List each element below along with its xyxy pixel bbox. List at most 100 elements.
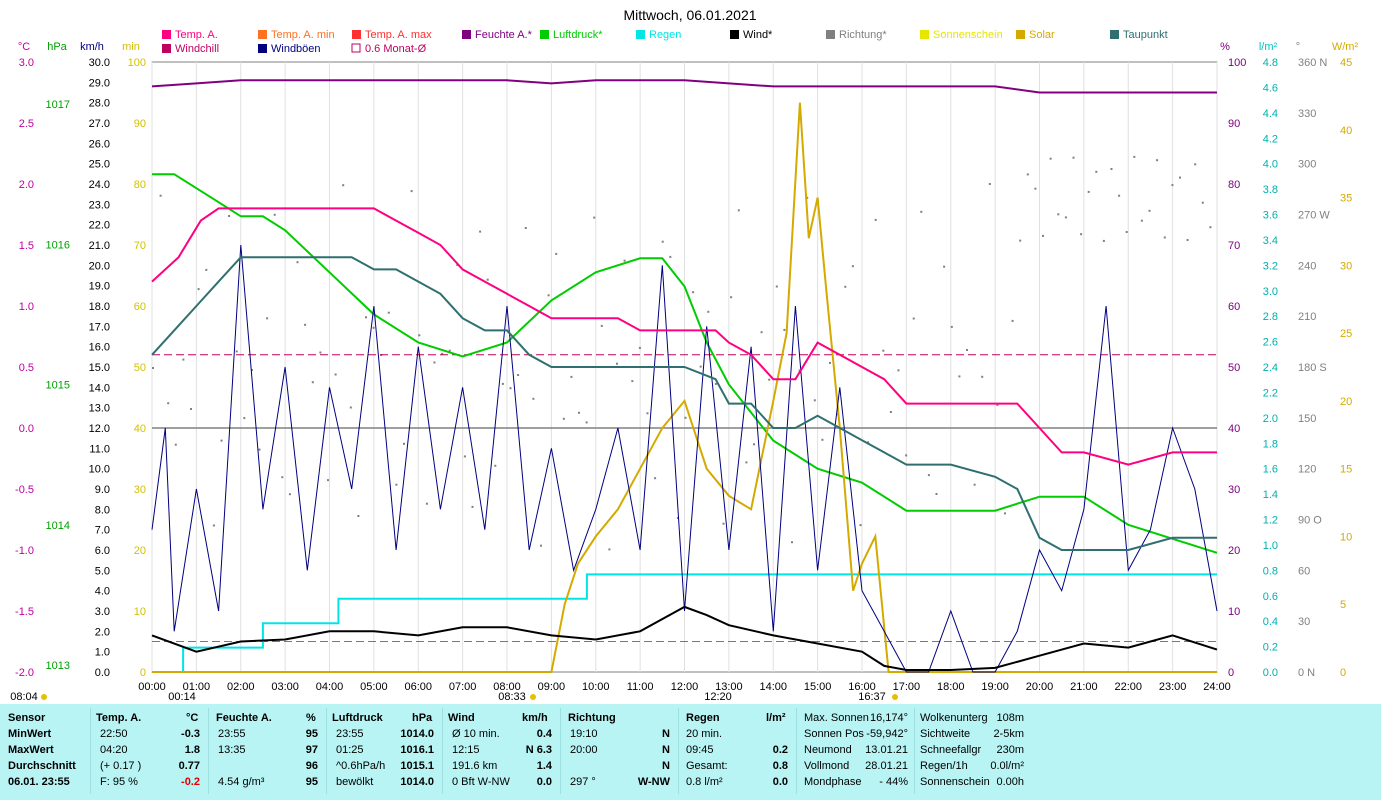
marker-time-2: 08:33 — [498, 691, 526, 703]
direction-dot — [448, 349, 451, 352]
dir-tick-label: 210 — [1298, 311, 1316, 323]
pressure-tick-label: 1013 — [46, 660, 70, 672]
direction-dot — [1163, 236, 1166, 239]
astro-key: Sonnen Pos — [804, 728, 864, 740]
stats-temp-v: -0.3 — [181, 728, 200, 740]
direction-dot — [387, 311, 390, 314]
direction-dot — [638, 346, 641, 349]
stats-press-v: 1015.1 — [400, 760, 434, 772]
direction-dot — [1011, 319, 1014, 322]
direction-dot — [220, 439, 223, 442]
direction-dot — [152, 367, 154, 369]
direction-dot — [1095, 170, 1098, 173]
direction-dot — [714, 382, 717, 385]
stats-header-press: Luftdruck — [332, 712, 383, 724]
sun-tick-label: 70 — [134, 240, 146, 252]
direction-dot — [608, 548, 611, 551]
wind-tick-label: 27.0 — [89, 118, 110, 130]
direction-dot — [897, 369, 900, 372]
legend-label: Windchill — [175, 43, 219, 55]
time-tick-label: 12:00 — [671, 681, 699, 693]
rain-tick-label: 1.0 — [1263, 540, 1278, 552]
direction-dot — [1080, 233, 1083, 236]
sun-tick-label: 10 — [134, 606, 146, 618]
stats-rain-t: Gesamt: — [686, 760, 728, 772]
direction-dot — [1087, 190, 1090, 193]
weather-value: 0.0l/m² — [990, 760, 1024, 772]
direction-dot — [441, 352, 444, 355]
stats-header-dir: Richtung — [568, 712, 616, 724]
rain-tick-label: 3.6 — [1263, 210, 1278, 222]
direction-dot — [228, 215, 231, 217]
axis-ticks: 00:00 01:00 02:00 03:00 04:00 05:00 06:00 07:00… — [15, 57, 1352, 693]
weather-key: Wolkenunterg — [920, 712, 988, 724]
wind-tick-label: 23.0 — [89, 199, 110, 211]
sun-tick-label: 40 — [134, 423, 146, 435]
direction-dot — [205, 268, 208, 271]
legend-swatch — [636, 30, 645, 39]
direction-dot — [517, 374, 520, 376]
dir-tick-label: 330 — [1298, 108, 1316, 120]
direction-dot — [707, 310, 710, 313]
direction-dot — [966, 349, 968, 351]
axis-units: °C hPa km/h min% l/m² ° W/m² — [18, 41, 1359, 53]
legend-label: Luftdruck* — [553, 29, 603, 41]
wind-tick-label: 29.0 — [89, 77, 110, 89]
direction-dot — [1118, 194, 1121, 197]
stats-temp-t: F: 95 % — [100, 776, 138, 788]
stats-hum-v: 97 — [305, 744, 318, 756]
rain-tick-label: 1.4 — [1263, 489, 1278, 501]
stats-label: 06.01. 23:55 — [8, 776, 70, 788]
time-tick-label: 22:00 — [1114, 681, 1142, 693]
direction-dot — [182, 358, 185, 361]
weather-value: 230m — [996, 744, 1024, 756]
weather-value: 2-5km — [993, 728, 1024, 740]
weather-key: Regen/1h — [920, 760, 968, 772]
wind-tick-label: 17.0 — [89, 321, 110, 333]
stats-rain-v: 0.2 — [772, 744, 788, 756]
stats-press-t: bewölkt — [336, 776, 374, 788]
unit-solar: W/m² — [1332, 41, 1359, 53]
direction-dot — [357, 515, 360, 517]
direction-dot — [304, 323, 307, 326]
stats-hum-v: 96 — [305, 760, 318, 772]
rain-tick-label: 0.4 — [1263, 616, 1278, 628]
wind-tick-label: 12.0 — [89, 423, 110, 435]
direction-dot — [844, 285, 847, 288]
wind-tick-label: 20.0 — [89, 260, 110, 272]
astro-key: Vollmond — [804, 760, 850, 772]
direction-dot — [699, 365, 702, 368]
wind-tick-label: 26.0 — [89, 138, 110, 150]
legend-swatch — [352, 30, 361, 39]
direction-dot — [1209, 226, 1212, 229]
dir-tick-label: 300 — [1298, 159, 1316, 171]
stats-header-temp: Temp. A. — [96, 712, 142, 724]
sun-tick-label: 0 — [140, 667, 146, 679]
dir-tick-label: 360 N — [1298, 57, 1327, 69]
direction-dot — [1148, 209, 1151, 212]
unit-dir: ° — [1296, 41, 1300, 53]
legend-swatch — [462, 30, 471, 39]
legend-swatch — [258, 44, 267, 53]
direction-dot — [981, 375, 984, 378]
direction-dot — [1004, 512, 1006, 515]
chart-title: Mittwoch, 06.01.2021 — [623, 7, 756, 23]
direction-dot — [281, 476, 284, 479]
weather-key: Sonnenschein — [920, 776, 990, 788]
solar-tick-label: 20 — [1340, 396, 1352, 408]
time-tick-label: 02:00 — [227, 681, 255, 693]
time-tick-label: 10:00 — [582, 681, 610, 693]
direction-dot — [783, 328, 786, 331]
time-tick-label: 13:00 — [715, 681, 743, 693]
stats-rain-v: 0.8 — [772, 760, 788, 772]
legend-swatch — [162, 30, 171, 39]
rain-tick-label: 3.2 — [1263, 260, 1278, 272]
temp-tick-label: 2.0 — [19, 179, 34, 191]
direction-dot — [737, 209, 740, 212]
stats-temp-t: 04:20 — [100, 744, 128, 756]
rain-tick-label: 3.4 — [1263, 235, 1278, 247]
sun-tick-label: 50 — [134, 362, 146, 374]
direction-dot — [250, 369, 253, 371]
unit-pressure: hPa — [47, 41, 67, 53]
stats-header-sensor: Sensor — [8, 712, 46, 724]
